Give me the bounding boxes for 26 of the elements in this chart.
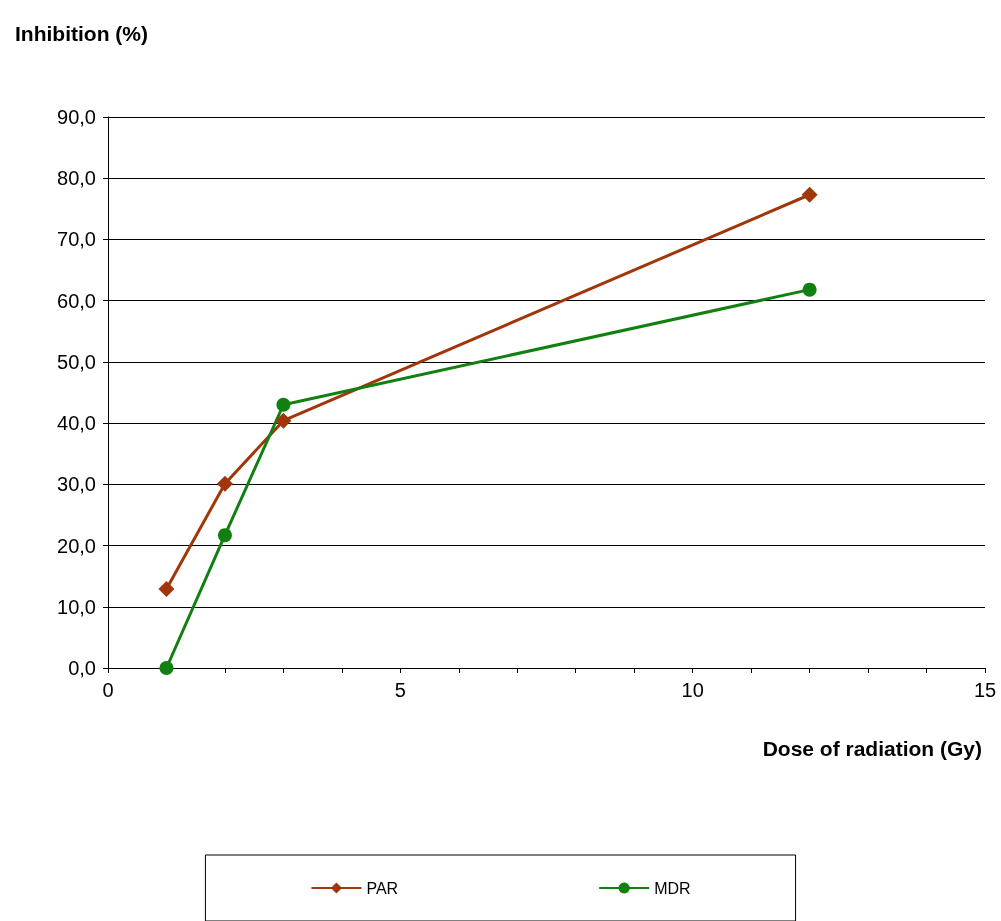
point bbox=[802, 282, 817, 297]
legend-label: PAR bbox=[366, 879, 399, 897]
point bbox=[276, 397, 291, 412]
x-axis-title: Dose of radiation (Gy) bbox=[762, 737, 983, 760]
y-tick-label: 70,0 bbox=[57, 228, 96, 251]
y-tick-label: 10,0 bbox=[57, 595, 96, 618]
point bbox=[216, 475, 233, 492]
y-tick-label: 20,0 bbox=[57, 534, 96, 557]
y-tick-label: 90,0 bbox=[57, 106, 96, 128]
y-tick-label: 30,0 bbox=[57, 473, 96, 496]
legend-label: MDR bbox=[654, 879, 691, 897]
y-tick-label: 80,0 bbox=[57, 167, 96, 190]
x-tick-label: 15 bbox=[973, 679, 997, 701]
y-tick-label: 60,0 bbox=[57, 289, 96, 312]
y-tick-label: 0,0 bbox=[68, 657, 96, 679]
y-axis-title: Inhibition (%) bbox=[15, 22, 148, 45]
point bbox=[217, 528, 232, 543]
x-tick-label: 0 bbox=[102, 679, 114, 701]
point bbox=[801, 186, 818, 203]
y-tick-label: 40,0 bbox=[57, 412, 96, 435]
x-tick-label: 5 bbox=[394, 679, 406, 701]
point bbox=[158, 581, 175, 598]
y-tick-label: 50,0 bbox=[57, 350, 96, 373]
x-tick-label: 10 bbox=[681, 679, 704, 701]
point bbox=[275, 412, 292, 429]
point bbox=[159, 661, 174, 675]
